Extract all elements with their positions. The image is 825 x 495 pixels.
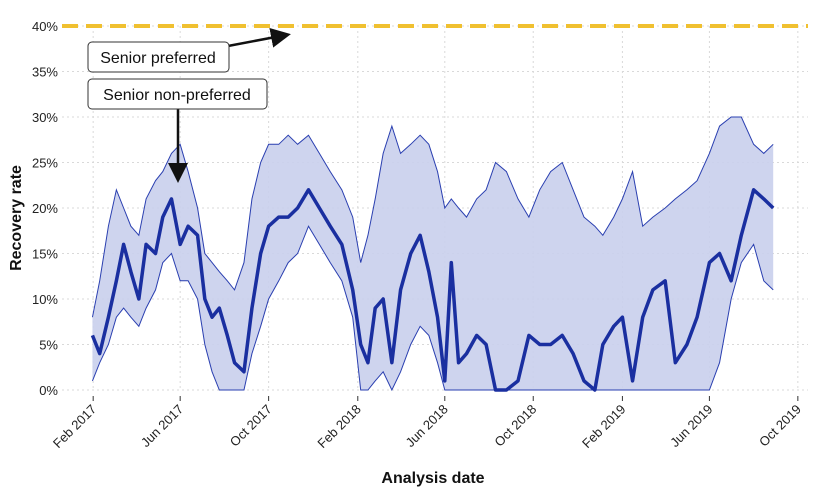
x-tick-label: Feb 2019	[579, 402, 628, 451]
y-axis-ticks: 0% 5% 10% 15% 20% 25% 30% 35% 40%	[32, 19, 58, 398]
x-axis-ticks: Feb 2017 Jun 2017 Oct 2017 Feb 2018 Jun 2018…	[50, 396, 804, 451]
annotation-label-senior-non-preferred: Senior non-preferred	[103, 87, 251, 104]
median-line	[90, 188, 775, 392]
x-tick-label: Jun 2017	[138, 402, 186, 450]
annotation-box-senior-preferred	[87, 41, 230, 73]
x-tick-label: Oct 2017	[227, 402, 275, 450]
y-tick-label: 30%	[32, 110, 58, 125]
annotation-senior-preferred: Senior preferred	[87, 27, 291, 73]
annotation-senior-non-preferred: Senior non-preferred	[87, 78, 268, 183]
y-tick-label: 15%	[32, 247, 58, 262]
band-area	[92, 117, 774, 390]
band-upper-line	[91, 116, 774, 318]
x-tick-label: Jun 2019	[667, 402, 715, 450]
y-axis-title: Recovery rate	[8, 165, 25, 271]
y-tick-label: 40%	[32, 19, 58, 34]
y-tick-label: 20%	[32, 201, 58, 216]
annotation-box-senior-non-preferred	[87, 78, 268, 110]
median-line-layer	[90, 188, 775, 392]
recovery-band	[91, 116, 774, 392]
x-tick-label: Jun 2018	[402, 402, 450, 450]
annotation-arrow-senior-preferred	[227, 27, 291, 48]
y-tick-label: 0%	[39, 383, 58, 398]
x-tick-label: Oct 2018	[491, 402, 539, 450]
x-axis-title: Analysis date	[381, 470, 484, 487]
annotation-label-senior-preferred: Senior preferred	[100, 50, 216, 67]
y-tick-label: 25%	[32, 156, 58, 171]
band-lower-line	[91, 225, 774, 392]
y-tick-label: 35%	[32, 65, 58, 80]
x-tick-label: Oct 2019	[756, 402, 804, 450]
y-tick-label: 10%	[32, 292, 58, 307]
x-tick-label: Feb 2018	[314, 402, 363, 451]
x-tick-label: Feb 2017	[50, 402, 99, 451]
y-tick-label: 5%	[39, 338, 58, 353]
